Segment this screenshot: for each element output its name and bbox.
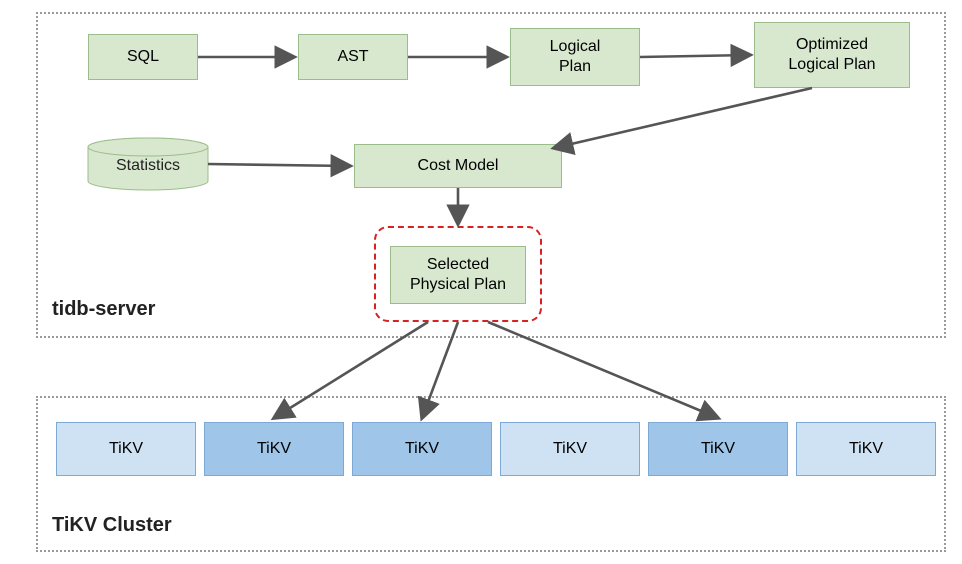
node-optlogical-label: Optimized Logical Plan	[788, 35, 875, 75]
node-costmodel-label: Cost Model	[418, 156, 499, 176]
tikv-node-1: TiKV	[204, 422, 344, 476]
node-sql: SQL	[88, 34, 198, 80]
tikv-node-0-label: TiKV	[109, 439, 143, 459]
node-logical-label: Logical Plan	[550, 37, 601, 77]
tikv-cluster-label: TiKV Cluster	[52, 514, 172, 537]
node-optlogical: Optimized Logical Plan	[754, 22, 910, 88]
node-sql-label: SQL	[127, 47, 159, 67]
tidb-server-label: tidb-server	[52, 298, 155, 321]
node-ast: AST	[298, 34, 408, 80]
tikv-node-5-label: TiKV	[849, 439, 883, 459]
tikv-node-4: TiKV	[648, 422, 788, 476]
node-selected-label: Selected Physical Plan	[410, 255, 506, 295]
tikv-node-5: TiKV	[796, 422, 936, 476]
tikv-node-0: TiKV	[56, 422, 196, 476]
tikv-node-4-label: TiKV	[701, 439, 735, 459]
node-ast-label: AST	[337, 47, 368, 67]
node-logical: Logical Plan	[510, 28, 640, 86]
tikv-node-2: TiKV	[352, 422, 492, 476]
tikv-node-2-label: TiKV	[405, 439, 439, 459]
tikv-node-3: TiKV	[500, 422, 640, 476]
tikv-node-1-label: TiKV	[257, 439, 291, 459]
node-costmodel: Cost Model	[354, 144, 562, 188]
node-selected: Selected Physical Plan	[390, 246, 526, 304]
tikv-node-3-label: TiKV	[553, 439, 587, 459]
